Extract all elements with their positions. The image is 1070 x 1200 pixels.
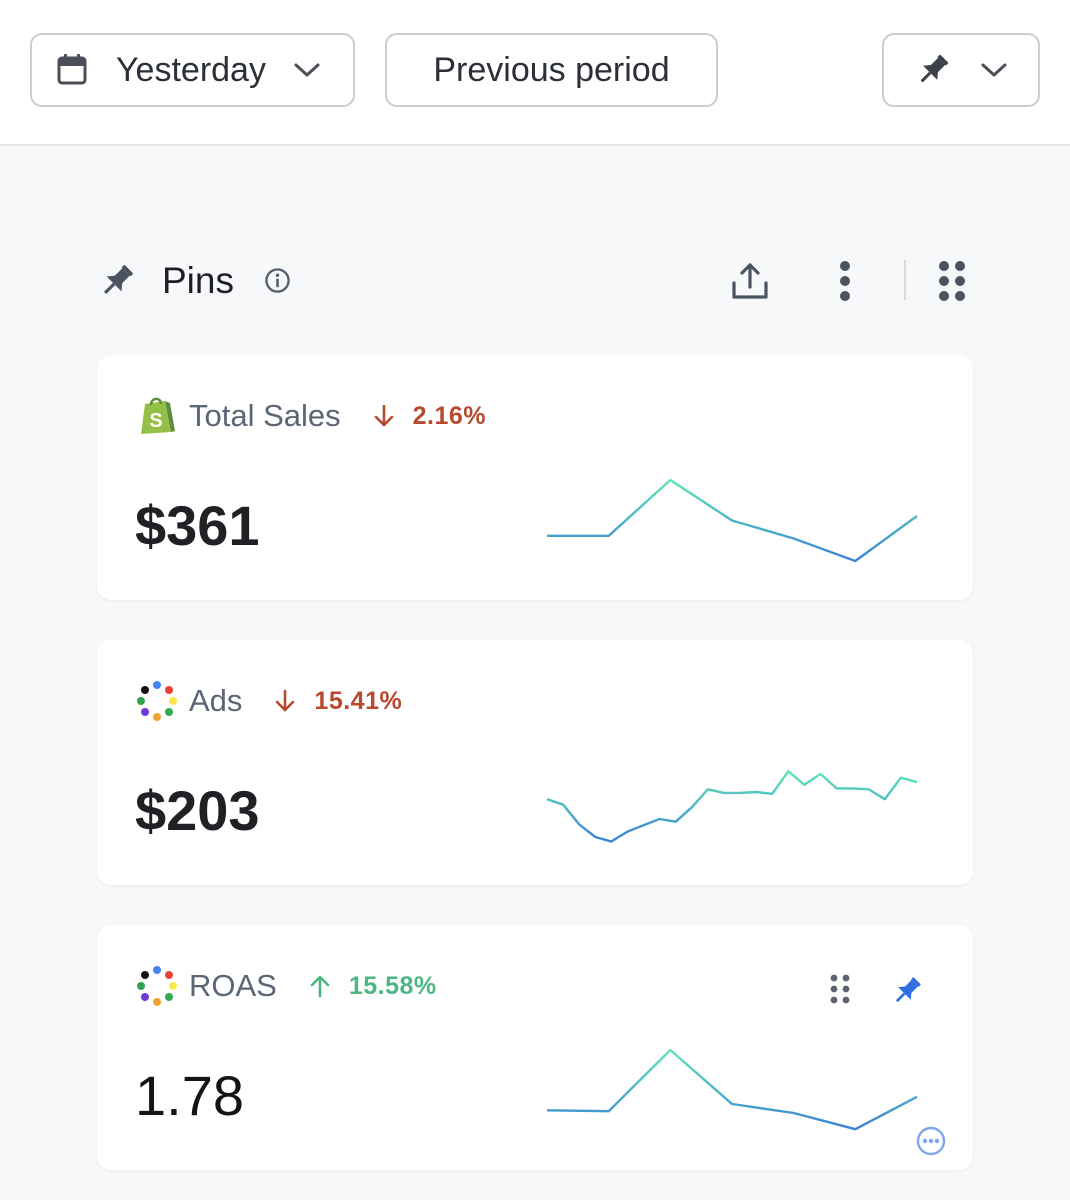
compare-period-label: Previous period <box>433 50 670 89</box>
svg-text:S: S <box>149 410 162 432</box>
date-range-dropdown[interactable]: Yesterday <box>30 33 355 107</box>
metric-name: Total Sales <box>189 398 341 433</box>
share-icon <box>732 263 768 299</box>
trend-sparkline <box>547 478 918 563</box>
metric-value: $203 <box>135 779 260 842</box>
divider <box>904 260 906 300</box>
share-button[interactable] <box>724 256 776 306</box>
trend-sparkline <box>546 770 918 843</box>
section-title: Pins <box>162 260 234 301</box>
delta-value: 2.16% <box>412 401 487 430</box>
pin-dropdown[interactable] <box>882 33 1040 107</box>
trend-line <box>547 478 918 563</box>
multicolor-dots-logo <box>137 966 177 1006</box>
top-toolbar: Yesterday Previous period <box>0 0 1070 146</box>
compare-period-button[interactable]: Previous period <box>385 33 718 107</box>
drag-handle[interactable] <box>934 256 970 306</box>
calendar-icon <box>57 54 87 85</box>
metric-card-total-sales[interactable]: S Total Sales 2.16% $361 <box>97 355 973 600</box>
pin-icon <box>920 54 949 83</box>
metric-name: ROAS <box>189 968 277 1003</box>
trend-line <box>546 1048 918 1131</box>
chevron-down-icon <box>981 63 1007 77</box>
more-horizontal-icon[interactable] <box>915 1125 947 1157</box>
metric-value: 1.78 <box>135 1064 244 1127</box>
metric-card-roas[interactable]: ROAS 15.58% 1.78 <box>97 925 973 1170</box>
date-range-label: Yesterday <box>116 50 266 89</box>
multicolor-dots-logo <box>137 681 177 721</box>
arrow-down-icon <box>276 689 295 712</box>
arrow-up-icon <box>310 975 330 998</box>
metric-name: Ads <box>189 683 243 718</box>
more-vertical-icon <box>840 261 850 301</box>
delta-value: 15.58% <box>348 971 437 1000</box>
pin-icon <box>104 265 133 294</box>
arrow-down-icon <box>374 404 393 427</box>
drag-handle-icon[interactable] <box>827 973 853 1005</box>
delta-value: 15.41% <box>314 686 403 715</box>
delta-badge: 15.58% <box>307 972 437 1001</box>
delta-badge: 15.41% <box>272 687 402 716</box>
more-options-button[interactable] <box>830 256 860 306</box>
pins-section-header: Pins <box>96 252 972 312</box>
metric-card-ads[interactable]: Ads 15.41% $203 <box>97 640 973 885</box>
delta-badge: 2.16% <box>371 402 486 431</box>
metric-value: $361 <box>135 494 260 557</box>
shopify-logo: S <box>141 397 175 434</box>
trend-line <box>546 770 918 843</box>
pin-icon[interactable] <box>889 973 925 1009</box>
chevron-down-icon <box>294 63 320 77</box>
drag-grid-icon <box>939 261 965 301</box>
info-icon[interactable] <box>264 267 291 294</box>
trend-sparkline <box>546 1048 918 1131</box>
